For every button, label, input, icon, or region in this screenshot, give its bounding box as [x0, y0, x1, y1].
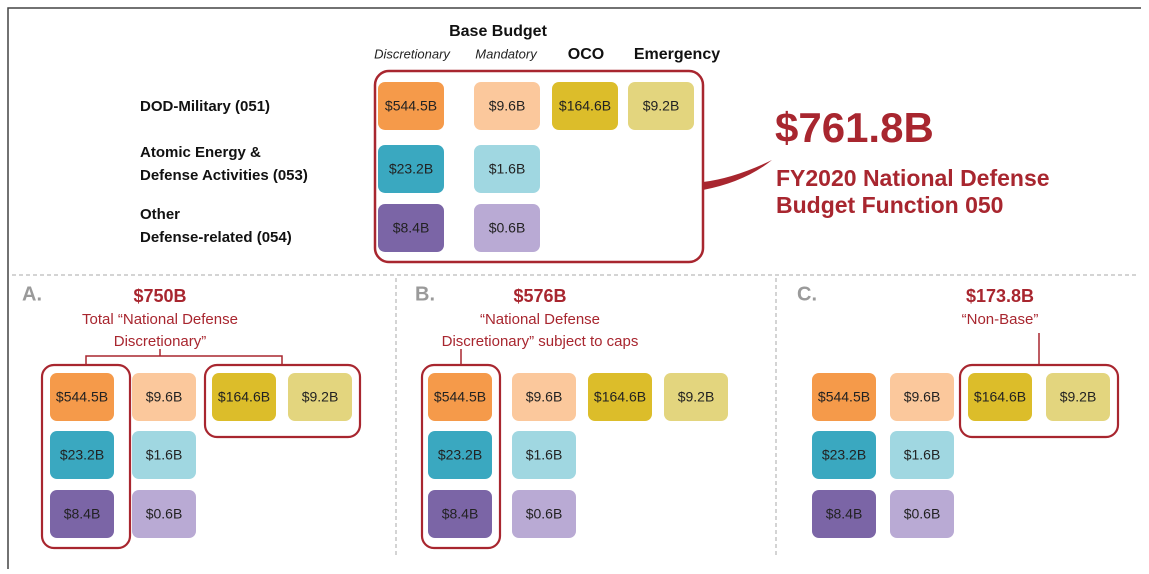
panel-letter: B. [415, 283, 435, 305]
total-amount: $761.8B [775, 104, 934, 151]
budget-cell [288, 373, 352, 421]
cell-value: $23.2B [438, 447, 482, 463]
panel-caption: “National Defense [480, 311, 600, 328]
budget-cell [50, 431, 114, 479]
budget-cell [512, 431, 576, 479]
panel-amount: $576B [513, 286, 566, 306]
cell-value: $8.4B [442, 506, 479, 522]
cell-value: $164.6B [559, 98, 611, 114]
row-label: Atomic Energy & [140, 144, 261, 161]
budget-cell [50, 490, 114, 538]
cell-value: $544.5B [434, 389, 486, 405]
cell-value: $23.2B [60, 447, 104, 463]
budget-cell [812, 490, 876, 538]
budget-cell [890, 490, 954, 538]
budget-cell [428, 431, 492, 479]
budget-cell [428, 490, 492, 538]
cell-value: $164.6B [594, 389, 646, 405]
cell-value: $23.2B [389, 161, 433, 177]
cell-value: $8.4B [393, 220, 430, 236]
budget-cell [212, 373, 276, 421]
budget-cell [474, 82, 540, 130]
cell-value: $544.5B [56, 389, 108, 405]
budget-cell [890, 431, 954, 479]
budget-cell [512, 490, 576, 538]
budget-cell [664, 373, 728, 421]
cell-value: $8.4B [826, 506, 863, 522]
group-header: Base Budget [449, 23, 547, 40]
cell-value: $0.6B [146, 506, 183, 522]
budget-cell [968, 373, 1032, 421]
panel-caption: Discretionary” subject to caps [442, 333, 639, 350]
budget-cell [812, 373, 876, 421]
budget-cell [132, 373, 196, 421]
cell-value: $0.6B [904, 506, 941, 522]
cell-value: $1.6B [904, 447, 941, 463]
cell-value: $9.6B [526, 389, 563, 405]
cell-value: $23.2B [822, 447, 866, 463]
cell-value: $0.6B [526, 506, 563, 522]
cell-value: $164.6B [974, 389, 1026, 405]
panel-caption: Discretionary” [114, 333, 207, 350]
cell-value: $0.6B [489, 220, 526, 236]
budget-cell [812, 431, 876, 479]
cell-value: $8.4B [64, 506, 101, 522]
cell-value: $9.2B [678, 389, 715, 405]
cell-value: $164.6B [218, 389, 270, 405]
panel-caption: “Non-Base” [962, 311, 1039, 328]
connector [703, 160, 772, 190]
panel-amount: $750B [133, 286, 186, 306]
budget-cell [1046, 373, 1110, 421]
row-label: Other [140, 206, 180, 223]
budget-cell [50, 373, 114, 421]
cell-value: $544.5B [385, 98, 437, 114]
cell-value: $9.6B [904, 389, 941, 405]
budget-cell [552, 82, 618, 130]
cell-value: $9.6B [146, 389, 183, 405]
budget-cell [512, 373, 576, 421]
budget-cell [132, 431, 196, 479]
cell-value: $9.2B [1060, 389, 1097, 405]
row-label: Defense Activities (053) [140, 167, 308, 184]
budget-cell [132, 490, 196, 538]
budget-cell [628, 82, 694, 130]
budget-cell [378, 204, 444, 252]
bracket [85, 349, 283, 365]
cell-value: $1.6B [146, 447, 183, 463]
budget-cell [588, 373, 652, 421]
column-header: Emergency [634, 46, 720, 63]
row-label: DOD-Military (051) [140, 98, 270, 115]
budget-cell [378, 145, 444, 193]
budget-cell [474, 145, 540, 193]
total-caption: FY2020 National Defense [776, 165, 1050, 191]
panel-caption: Total “National Defense [82, 311, 238, 328]
cell-value: $544.5B [818, 389, 870, 405]
budget-cell [474, 204, 540, 252]
budget-cell [428, 373, 492, 421]
total-outline [373, 69, 705, 264]
frame [7, 7, 1141, 569]
total-caption: Budget Function 050 [776, 192, 1003, 218]
column-header: OCO [568, 46, 604, 63]
panel-letter: C. [797, 283, 817, 305]
cell-value: $1.6B [489, 161, 526, 177]
budget-cell [890, 373, 954, 421]
cell-value: $9.2B [302, 389, 339, 405]
cell-value: $9.2B [643, 98, 680, 114]
row-label: Defense-related (054) [140, 229, 292, 246]
cell-value: $1.6B [526, 447, 563, 463]
column-header: Mandatory [475, 46, 538, 61]
budget-cell [378, 82, 444, 130]
cell-value: $9.6B [489, 98, 526, 114]
panel-letter: A. [22, 283, 42, 305]
column-header: Discretionary [374, 46, 451, 61]
panel-amount: $173.8B [966, 286, 1034, 306]
